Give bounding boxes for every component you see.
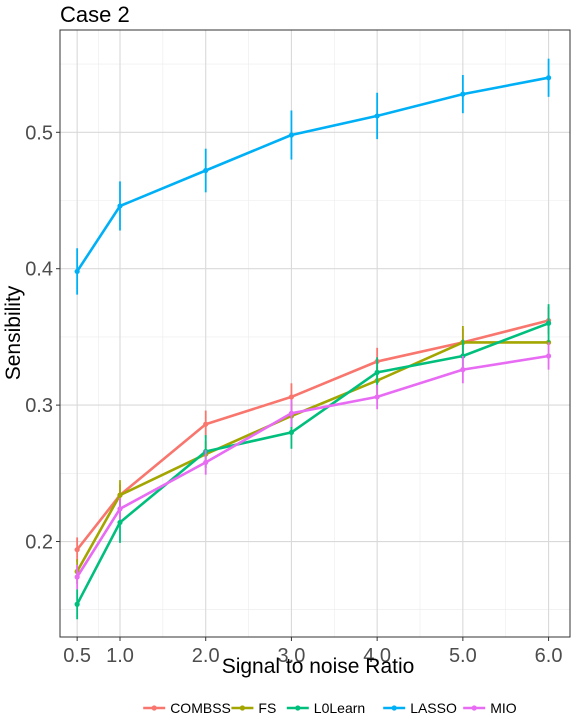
- series-l0learn: [74, 304, 552, 620]
- legend-item-fs: FS: [231, 700, 276, 716]
- x-tick-label: 2.0: [192, 645, 220, 667]
- x-tick-label: 0.5: [63, 645, 91, 667]
- data-point: [374, 394, 380, 400]
- data-point: [117, 492, 123, 498]
- data-point: [545, 353, 552, 359]
- data-point: [545, 75, 552, 81]
- data-point: [374, 113, 380, 119]
- data-point: [74, 547, 80, 553]
- x-tick-label: 1.0: [106, 645, 134, 667]
- data-point: [117, 519, 123, 526]
- data-point: [203, 167, 209, 174]
- x-tick-label: 3.0: [278, 645, 306, 667]
- legend-label: MIO: [490, 700, 517, 716]
- legend-label: COMBSS: [170, 700, 231, 716]
- series-lasso: [74, 58, 552, 295]
- plot-panel-border: [59, 29, 571, 638]
- legend-key-point: [151, 705, 157, 711]
- legend-item-combss: COMBSS: [143, 700, 231, 716]
- x-tick-label: 5.0: [449, 645, 477, 667]
- data-point: [288, 394, 295, 400]
- legend-key-point: [391, 705, 397, 711]
- data-point: [74, 574, 80, 580]
- data-point: [288, 132, 295, 138]
- data-point: [374, 369, 380, 375]
- y-tick-label: 0.4: [25, 259, 53, 281]
- chart-title: Case 2: [60, 2, 130, 27]
- legend-item-lasso: LASSO: [383, 700, 457, 716]
- data-point: [288, 429, 295, 435]
- data-point: [288, 410, 295, 416]
- data-point: [203, 459, 209, 466]
- x-tick-label: 4.0: [363, 645, 391, 667]
- y-tick-label: 0.2: [25, 532, 53, 554]
- y-axis-title: Sensibility: [2, 285, 25, 380]
- legend-label: FS: [258, 700, 276, 716]
- legend-item-mio: MIO: [463, 700, 517, 716]
- legend-key-point: [471, 705, 477, 711]
- legend-item-l0learn: L0Learn: [286, 700, 365, 716]
- data-point: [460, 367, 466, 373]
- legend-label: LASSO: [410, 700, 457, 716]
- series-mio: [74, 342, 552, 590]
- series-layer: [74, 58, 552, 620]
- legend-key-point: [295, 705, 301, 711]
- legend-key-point: [239, 705, 245, 711]
- legend: COMBSS FS L0Learn LASSO MIO: [143, 700, 517, 716]
- axes: 0.2 0.3 0.4 0.5 0.5 1.0 2.0 3.0 4.0 5.0 6.0: [25, 122, 562, 667]
- data-point: [545, 320, 552, 326]
- y-tick-label: 0.5: [25, 122, 53, 144]
- data-point: [74, 601, 80, 607]
- x-tick-label: 6.0: [535, 645, 563, 667]
- y-tick-label: 0.3: [25, 395, 53, 417]
- x-axis-title: Signal to noise Ratio: [222, 655, 415, 678]
- data-point: [117, 203, 123, 209]
- data-point: [117, 506, 123, 512]
- data-point: [460, 91, 466, 97]
- data-point: [203, 421, 209, 427]
- data-point: [74, 268, 80, 275]
- legend-label: L0Learn: [314, 700, 365, 716]
